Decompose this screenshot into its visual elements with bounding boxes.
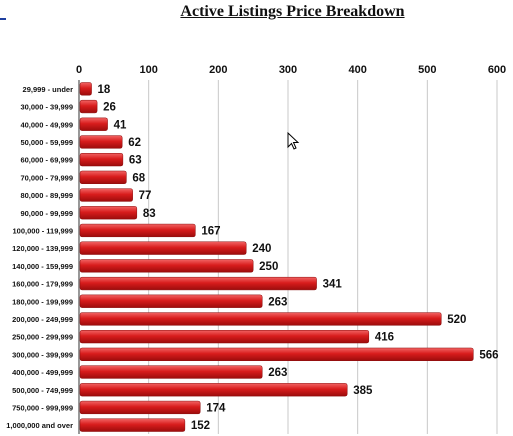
bar: [79, 223, 196, 238]
y-category-label: 160,000 - 179,999: [12, 280, 73, 289]
y-category-label: 400,000 - 499,999: [12, 368, 73, 377]
bar-value-label: 416: [375, 332, 394, 344]
bar: [79, 259, 254, 273]
bar: [79, 117, 108, 131]
bar-value-label: 385: [353, 385, 373, 397]
bar-value-label: 167: [201, 225, 220, 237]
x-axis-ticks: 0 100 200 300 400 500 600: [76, 64, 506, 76]
bar-value-label: 83: [143, 208, 156, 220]
bar: [79, 170, 127, 184]
y-category-label: 1,000,000 and over: [6, 421, 73, 430]
bar: [79, 153, 124, 167]
bar-value-label: 26: [103, 102, 116, 114]
bar: [79, 312, 442, 326]
y-category-label: 140,000 - 159,999: [12, 262, 73, 271]
y-axis-categories: 29,999 - under 30,000 - 39,999 40,000 - 49…: [6, 85, 73, 430]
x-tick-label: 600: [488, 64, 506, 76]
y-category-label: 40,000 - 49,999: [20, 120, 73, 129]
bar-value-label: 263: [268, 367, 287, 379]
y-category-label: 60,000 - 69,999: [20, 156, 73, 165]
y-category-label: 500,000 - 749,999: [12, 386, 73, 395]
bar: [79, 400, 201, 415]
bar-value-label: 18: [98, 84, 111, 96]
x-tick-label: 400: [348, 64, 366, 76]
bar: [79, 383, 348, 397]
bar: [79, 330, 370, 344]
x-tick-label: 500: [418, 64, 436, 76]
y-category-label: 180,000 - 199,999: [12, 297, 73, 306]
bar: [79, 347, 474, 361]
x-tick-label: 300: [279, 64, 297, 76]
bar: [79, 276, 317, 291]
bar: [79, 365, 263, 379]
bar-value-label: 68: [132, 172, 145, 184]
bars: [79, 82, 474, 432]
bar-value-label: 240: [252, 243, 271, 255]
bar-value-label: 520: [447, 314, 466, 326]
y-category-label: 30,000 - 39,999: [20, 103, 73, 112]
y-category-label: 50,000 - 59,999: [20, 138, 73, 147]
y-category-label: 300,000 - 399,999: [12, 350, 73, 359]
y-category-label: 120,000 - 139,999: [12, 244, 73, 253]
arrow-cursor-icon: [287, 132, 300, 150]
y-category-label: 100,000 - 119,999: [13, 226, 73, 235]
bar-value-label: 63: [129, 155, 142, 167]
bar-value-label: 77: [139, 190, 152, 202]
bar: [79, 418, 186, 432]
bar-value-label: 263: [268, 296, 287, 308]
y-category-label: 250,000 - 299,999: [12, 333, 73, 342]
bar-value-label: 566: [479, 349, 498, 361]
bar: [79, 294, 263, 308]
bar: [79, 82, 92, 96]
bar: [79, 135, 123, 149]
bar-value-label: 174: [206, 402, 226, 414]
x-tick-label: 100: [139, 64, 157, 76]
corner-mark: [0, 2, 6, 20]
chart-title: Active Listings Price Breakdown: [180, 3, 405, 20]
y-category-label: 750,000 - 999,999: [12, 403, 73, 412]
y-category-label: 80,000 - 89,999: [20, 191, 73, 200]
bar-value-label: 341: [323, 279, 343, 291]
bar-value-label: 62: [128, 137, 141, 149]
y-category-label: 200,000 - 249,999: [12, 315, 73, 324]
bar: [79, 188, 133, 202]
x-tick-label: 200: [209, 64, 227, 76]
x-tick-label: 0: [76, 64, 82, 76]
bar: [79, 241, 247, 255]
bar-value-label: 250: [259, 261, 278, 273]
bar-value-label: 152: [191, 420, 210, 432]
bar: [79, 99, 98, 114]
y-category-label: 90,000 - 99,999: [20, 209, 73, 218]
y-category-label: 70,000 - 79,999: [20, 173, 73, 182]
y-category-label: 29,999 - under: [23, 85, 74, 94]
bar: [79, 206, 138, 220]
bar-value-label: 41: [114, 119, 127, 131]
